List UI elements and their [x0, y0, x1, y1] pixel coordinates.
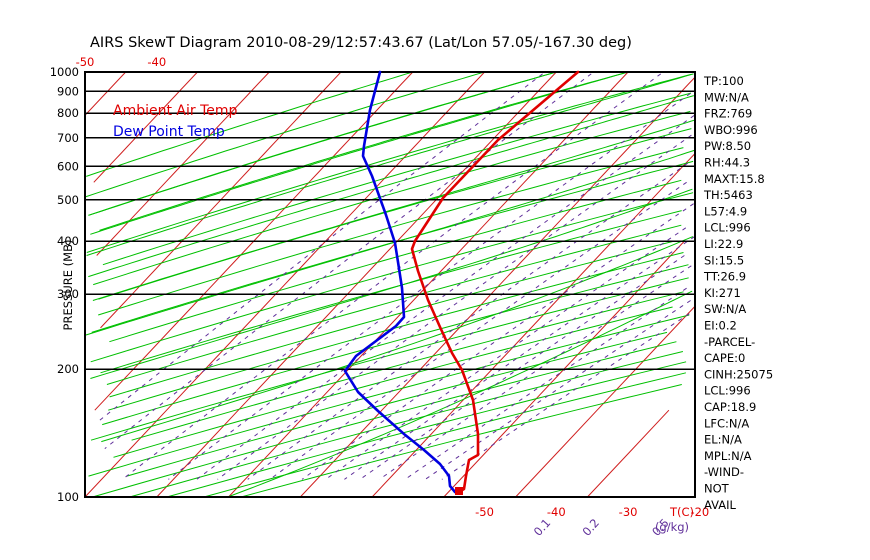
plot-frame: [84, 71, 696, 498]
legend-dew-point-temp: Dew Point Temp: [113, 124, 225, 140]
stat-line: KI:271: [704, 286, 741, 300]
stat-line: LCL:996: [704, 384, 751, 398]
stat-line: FRZ:769: [704, 107, 752, 121]
sounding-curve: [410, 70, 580, 494]
x-axis-title-temperature: T(C): [669, 505, 694, 519]
y-axis-title: PRESSURE (MB): [61, 240, 75, 331]
pressure-tick-label: 700: [57, 131, 79, 145]
bottom-temp-tick-label: -50: [475, 505, 494, 519]
pressure-tick-label: 200: [57, 362, 79, 376]
stat-line: AVAIL: [704, 498, 737, 512]
stat-line: TP:100: [703, 74, 744, 88]
stat-line: RH:44.3: [704, 156, 750, 170]
pressure-tick-label: 100: [57, 490, 79, 504]
stat-line: LI:22.9: [704, 237, 743, 251]
stat-line: -WIND-: [704, 465, 744, 479]
pressure-tick-label: 800: [57, 106, 79, 120]
top-temp-tick-label: -40: [147, 55, 166, 69]
stat-line: LCL:996: [704, 221, 751, 235]
stat-line: SI:15.5: [704, 253, 744, 267]
legend-ambient-air-temp: Ambient Air Temp: [113, 103, 238, 119]
bottom-temp-tick-label: -30: [619, 505, 638, 519]
stat-line: PW:8.50: [704, 139, 751, 153]
page-title: AIRS SkewT Diagram 2010-08-29/12:57:43.6…: [90, 35, 632, 51]
bottom-temp-tick-label: -20: [690, 505, 709, 519]
surface-parcel-marker: [455, 487, 463, 495]
sounding-curve: [343, 70, 457, 494]
stat-line: SW:N/A: [704, 302, 746, 316]
stat-line: CAP:18.9: [704, 400, 756, 414]
stat-line: CAPE:0: [704, 351, 745, 365]
stat-line: LFC:N/A: [704, 416, 749, 430]
stat-line: TH:5463: [703, 188, 753, 202]
pressure-tick-label: 500: [57, 193, 79, 207]
pressure-tick-label: 400: [57, 234, 79, 248]
pressure-tick-label: 900: [57, 84, 79, 98]
sounding-curves: [343, 70, 580, 495]
stat-line: MW:N/A: [704, 90, 749, 104]
stat-line: MAXT:15.8: [704, 172, 765, 186]
mixing-ratio-tick-label: 0.2: [579, 516, 602, 539]
pressure-tick-label: 300: [57, 287, 79, 301]
stat-line: WBO:996: [704, 123, 758, 137]
dry-adiabat-lines: [84, 71, 694, 498]
mixing-ratio-tick-label: 0.1: [531, 516, 554, 539]
stat-line: TT:26.9: [703, 270, 746, 284]
stat-line: MPL:N/A: [704, 449, 752, 463]
stat-line: L57:4.9: [704, 204, 747, 218]
stat-line: CINH:25075: [704, 367, 773, 381]
x-axis-title-mixing-ratio: (g/kg): [655, 520, 689, 534]
stat-line: -PARCEL-: [704, 335, 755, 349]
top-temp-tick-label: -50: [76, 55, 95, 69]
pressure-tick-label: 1000: [50, 65, 79, 79]
stat-line: EL:N/A: [704, 433, 742, 447]
stats-panel: TP:100 MW:N/A FRZ:769 WBO:996 PW:8.50 RH:44.3…: [703, 74, 773, 512]
bottom-temp-tick-label: -40: [547, 505, 566, 519]
pressure-tick-label: 600: [57, 159, 79, 173]
stat-line: EI:0.2: [704, 319, 737, 333]
stat-line: NOT: [704, 482, 730, 496]
